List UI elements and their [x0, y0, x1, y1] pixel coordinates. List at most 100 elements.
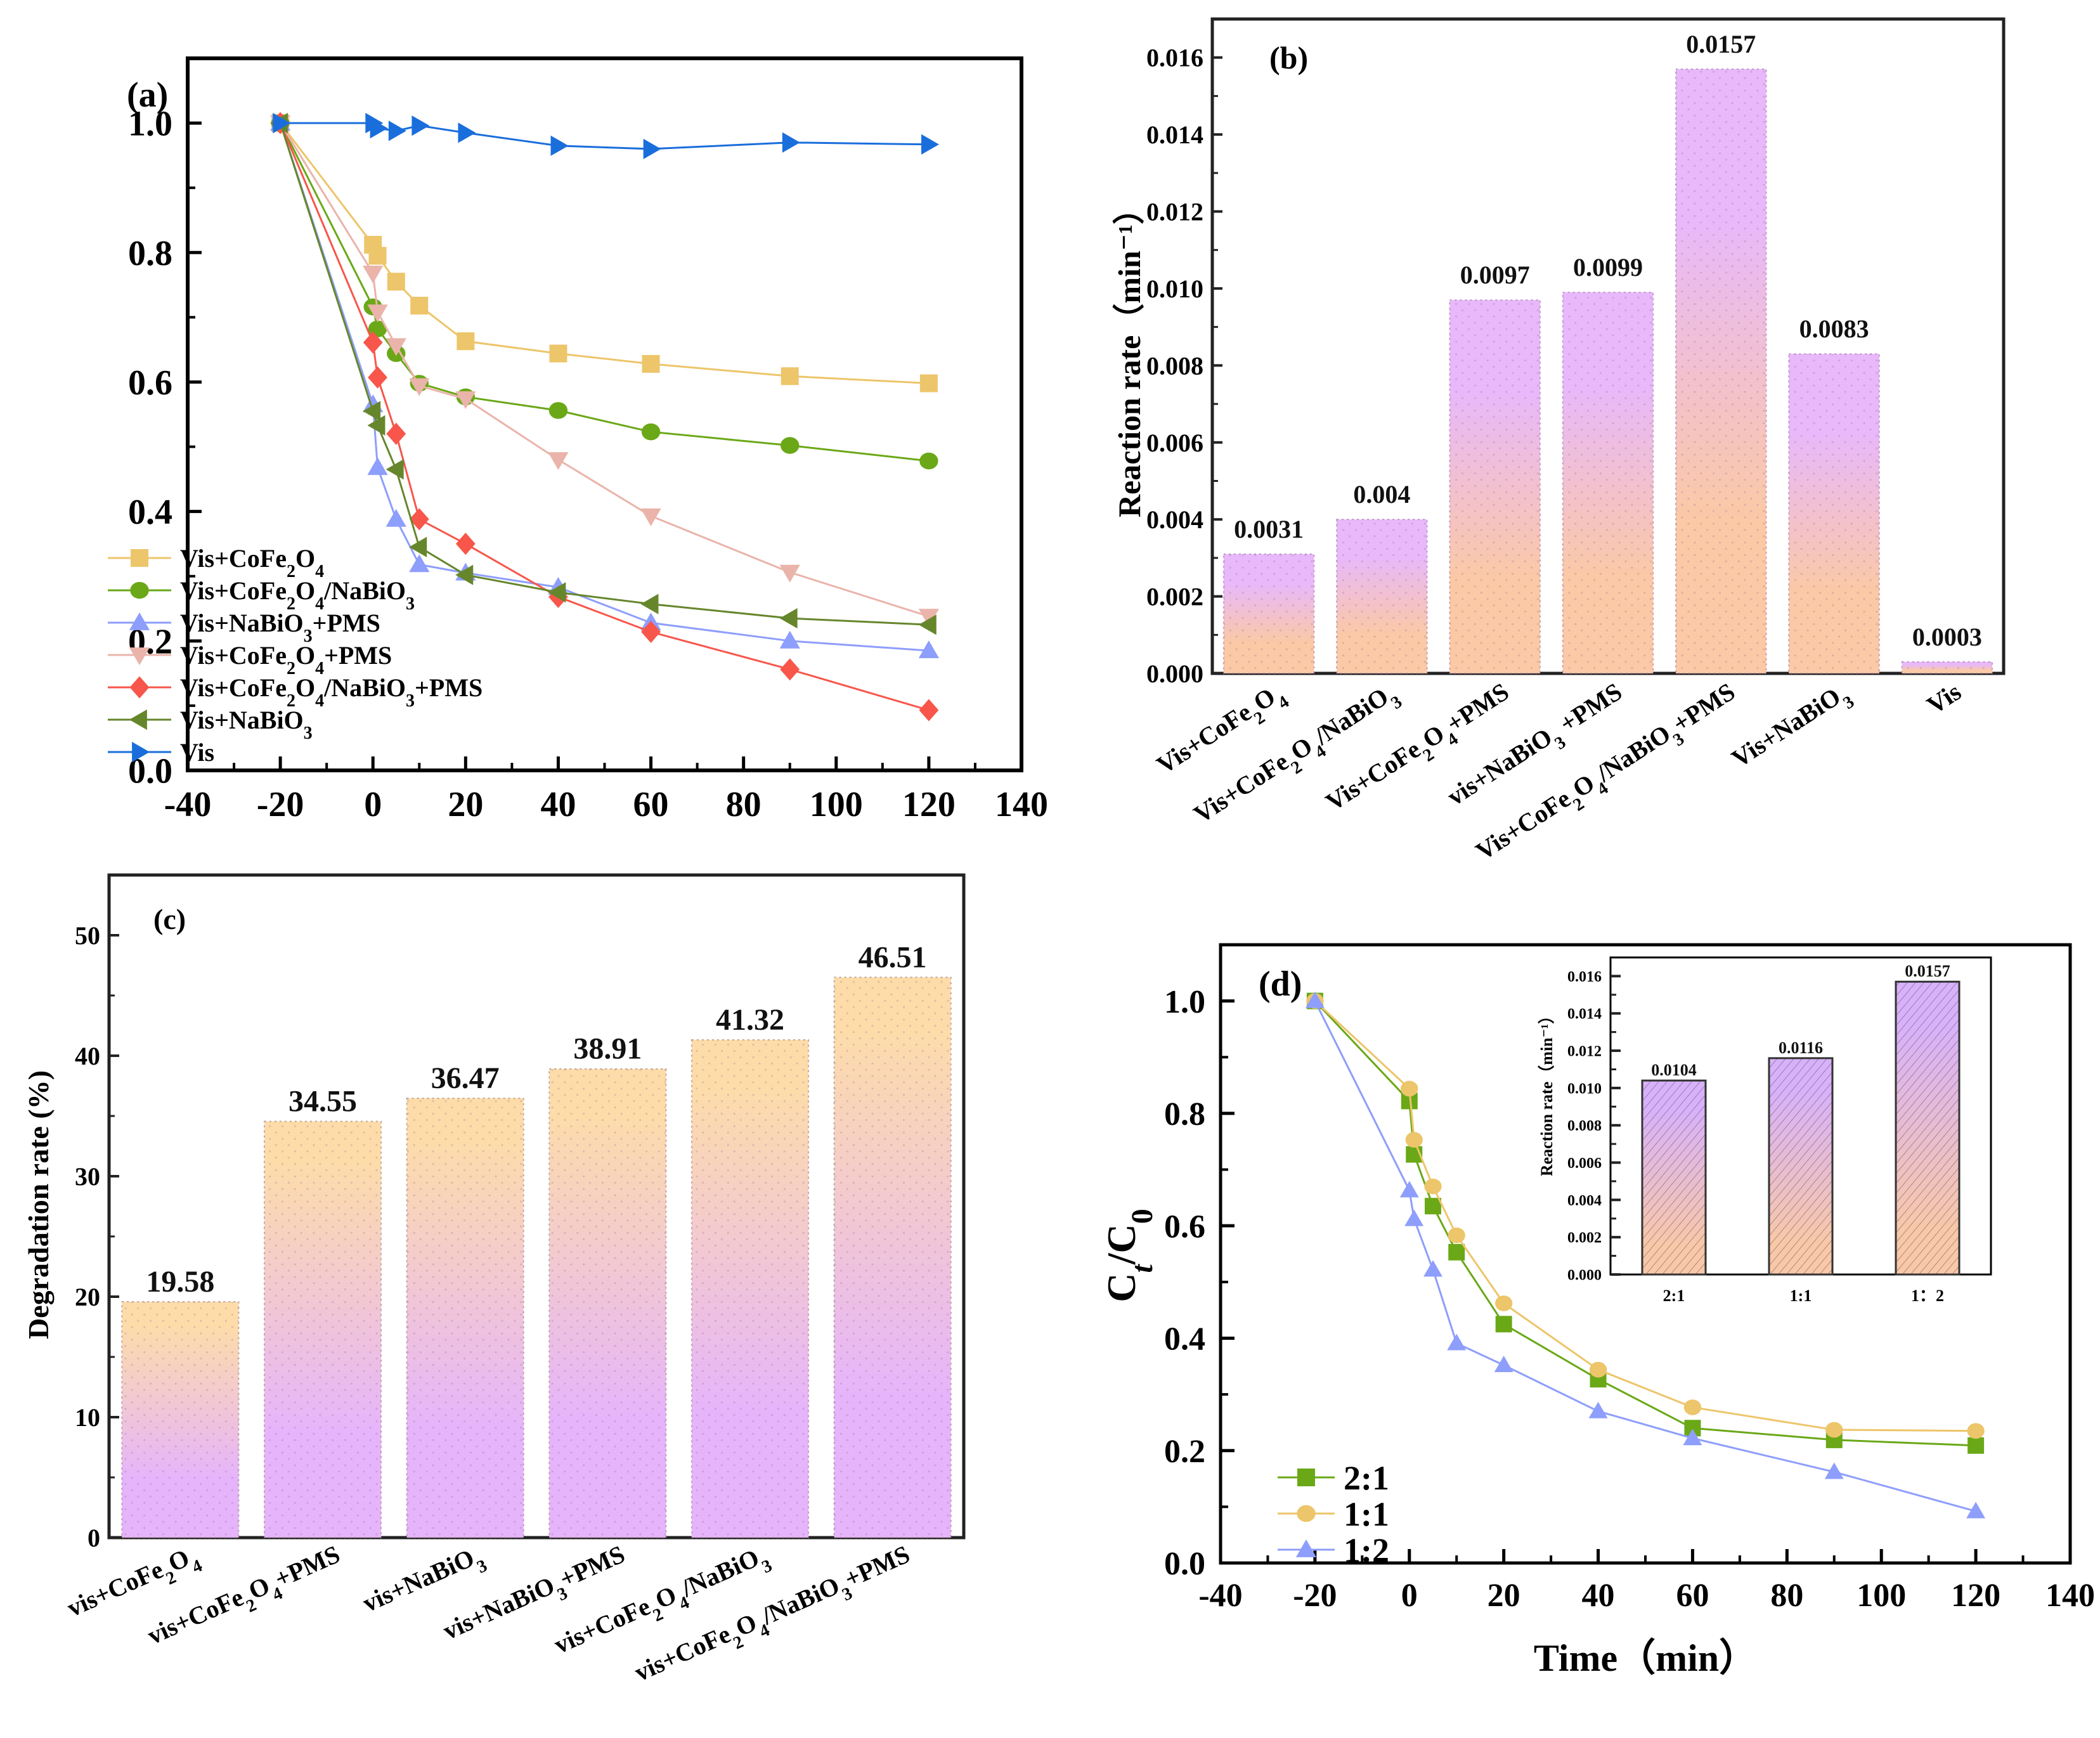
- series-line: [1314, 1000, 1976, 1447]
- data-point: [368, 247, 387, 265]
- x-category-label: Vis+CoFe2O4+PMS: [1321, 677, 1519, 824]
- data-point: [409, 554, 430, 573]
- bar-group: 0.0083: [1788, 315, 1880, 674]
- bar-value-label: 0.0157: [1686, 30, 1756, 58]
- y-tick-label: 0: [88, 1524, 100, 1552]
- legend-label: 1:2: [1344, 1531, 1389, 1569]
- bar-texture: [1641, 1079, 1707, 1276]
- data-point: [779, 564, 800, 583]
- bar-group: 0.0003: [1901, 623, 1993, 674]
- panel-c-y-axis-title: Degradation rate (%): [22, 1070, 55, 1339]
- x-category-label: 1：2: [1911, 1287, 1944, 1305]
- bar-group: 0.004: [1336, 480, 1428, 674]
- data-point: [386, 509, 406, 527]
- data-point: [782, 132, 800, 153]
- y-tick-label: 0.016: [1567, 969, 1602, 985]
- data-point: [1405, 1132, 1423, 1148]
- x-tick-label: 40: [1582, 1578, 1615, 1614]
- data-point: [386, 338, 406, 356]
- data-point: [386, 459, 404, 480]
- bar-value-label: 34.55: [288, 1085, 357, 1119]
- bar-value-label: 0.0083: [1799, 315, 1869, 343]
- data-point: [410, 296, 429, 315]
- x-tick-label: 20: [1488, 1578, 1520, 1614]
- data-point: [273, 112, 291, 134]
- bar-group: 0.0104: [1641, 1061, 1707, 1276]
- data-point: [1399, 1181, 1419, 1198]
- data-point: [1683, 1429, 1702, 1446]
- data-point: [1495, 1316, 1512, 1333]
- x-category-label: vis+CoFe2O4/NaBiO3+PMS: [630, 1540, 917, 1695]
- data-point: [457, 332, 475, 351]
- x-tick-label: 60: [1676, 1578, 1709, 1614]
- legend-marker: [129, 647, 150, 666]
- y-tick-label: 0.002: [1146, 583, 1203, 611]
- data-point: [363, 266, 384, 284]
- bar-value-label: 0.0157: [1905, 962, 1950, 980]
- data-point: [367, 457, 388, 476]
- series-1-2: [1305, 991, 1986, 1519]
- data-point: [1404, 1209, 1424, 1226]
- bar-texture: [1895, 980, 1961, 1276]
- data-point: [363, 331, 383, 354]
- y-tick-label: 0.010: [1567, 1080, 1602, 1097]
- panel-a-degradation-curves: (a) -40 -20 0 20 40 60 80 100 120 1400.00.20.40.6…: [108, 56, 1048, 824]
- y-tick-label: 0.006: [1146, 429, 1203, 457]
- data-point: [1824, 1462, 1844, 1479]
- series-vis-nabio3: [270, 112, 937, 635]
- data-point: [1305, 991, 1325, 1008]
- x-tick-label: 80: [1770, 1578, 1803, 1614]
- legend-label: Vis+CoFe2O4: [180, 544, 324, 581]
- bar-texture: [1788, 353, 1880, 674]
- data-point: [455, 391, 476, 410]
- bar-group: 46.51: [833, 940, 952, 1539]
- series-line: [1314, 1000, 1976, 1432]
- bar-group: 41.32: [690, 1003, 810, 1539]
- bar-value-label: 0.0099: [1573, 253, 1643, 282]
- bar-group: 36.47: [406, 1061, 524, 1538]
- legend-marker: [130, 581, 149, 599]
- y-tick-label: 0.0: [1164, 1546, 1205, 1582]
- bar-group: 0.0099: [1562, 253, 1654, 674]
- legend-marker: [131, 549, 148, 567]
- data-point: [1423, 1260, 1442, 1277]
- x-tick-label: -40: [1198, 1578, 1242, 1614]
- y-tick-label: 0.2: [1164, 1434, 1205, 1470]
- data-point: [642, 354, 660, 373]
- panel-c-label: (c): [153, 903, 186, 935]
- data-point: [409, 508, 429, 531]
- bar-texture: [1449, 299, 1541, 674]
- data-point: [455, 564, 474, 585]
- data-point: [548, 452, 569, 470]
- y-tick-label: 0.8: [128, 234, 172, 273]
- bar-value-label: 0.0116: [1779, 1039, 1823, 1057]
- legend-label: Vis+CoFe2O4/NaBiO3+PMS: [180, 673, 483, 711]
- x-category-label: Vis+NaBiO3: [1727, 677, 1858, 781]
- legend-marker: [1297, 1505, 1316, 1522]
- data-point: [387, 273, 405, 291]
- panel-d-x-axis-title: Time（min）: [1534, 1637, 1757, 1679]
- x-tick-label: 0: [364, 785, 382, 824]
- legend-label: Vis+NaBiO3+PMS: [180, 609, 380, 646]
- panel-b-label: (b): [1269, 40, 1308, 75]
- data-point: [1825, 1422, 1843, 1438]
- data-point: [455, 533, 476, 555]
- series-line: [279, 122, 930, 618]
- x-tick-label: 80: [726, 785, 762, 824]
- legend-label: Vis+CoFe2O4/NaBiO3: [180, 576, 415, 614]
- series-line: [279, 122, 929, 652]
- y-tick-label: 0.016: [1146, 44, 1203, 72]
- data-point: [779, 607, 798, 629]
- panel-d-ratio-curves: (d) Ct/C0 Time（min） -40 -20 0 20 40 60 80 100 12…: [1099, 943, 2095, 1679]
- data-point: [1448, 1243, 1465, 1261]
- data-point: [1967, 1423, 1985, 1439]
- series-vis: [273, 112, 939, 160]
- bar-value-label: 36.47: [431, 1061, 500, 1095]
- data-point: [388, 120, 406, 141]
- data-point: [918, 614, 937, 635]
- bar-texture: [1336, 519, 1428, 674]
- data-point: [641, 423, 661, 441]
- series-1-1: [1306, 993, 1985, 1439]
- legend-label: 2:1: [1344, 1459, 1389, 1497]
